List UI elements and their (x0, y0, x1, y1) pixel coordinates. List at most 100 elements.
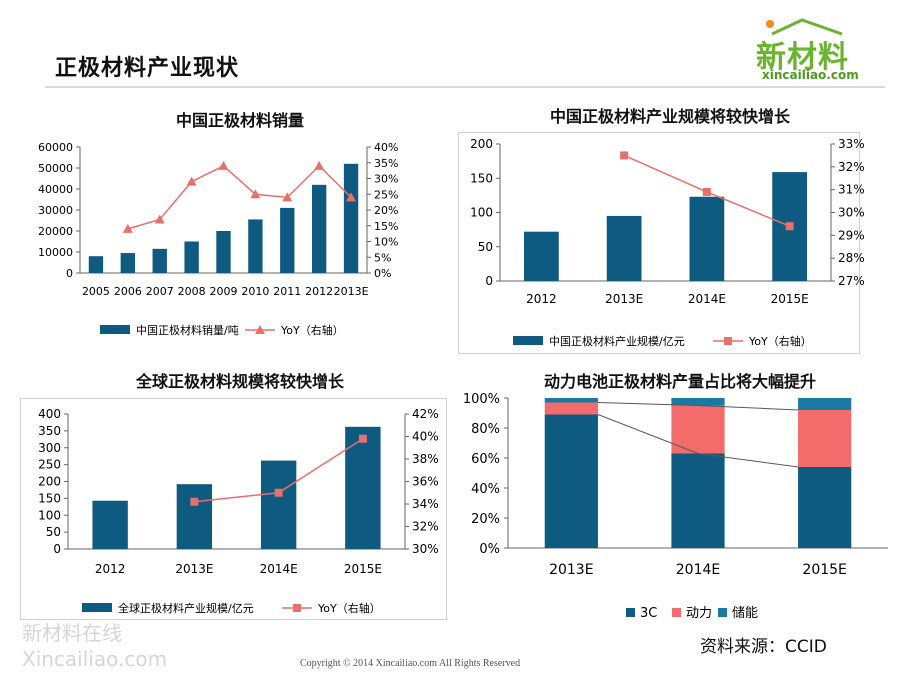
chart-power-battery-share: 0% 20% 40% 60% 80% 100% 2013E 2014E 2015E 3C 动力 储能 (463, 392, 888, 621)
chart1-title: 中国正极材料销量 (175, 111, 304, 130)
left-tick-label: 10000 (38, 246, 73, 259)
stack-segment-1 (671, 453, 725, 548)
left-tick-label: 40000 (38, 183, 73, 196)
x-tick-label: 2012 (95, 562, 126, 576)
watermark: 新材料在线 Xincailiao.com (22, 620, 167, 672)
legend-label-bar: 中国正极材料产业规模/亿元 (549, 334, 685, 348)
x-tick-label: 2013E (549, 562, 593, 578)
legend-swatch (626, 608, 635, 617)
bar (523, 231, 559, 281)
x-tick-label: 2015E (771, 292, 809, 306)
right-tick-label: 36% (412, 475, 439, 489)
x-tick-label: 2014E (688, 292, 726, 306)
watermark-line1: 新材料在线 (22, 621, 122, 645)
chart-global-cathode-scale: 0 50 100 150 200 250 300 350 400 30% 32% 34% 36% 38% 4… (38, 407, 439, 615)
x-tick-label: 2012 (305, 285, 333, 298)
legend-label: 动力 (686, 606, 712, 621)
yoy-point (122, 223, 133, 233)
left-tick-label: 0 (66, 267, 73, 280)
left-tick-label: 100 (38, 508, 61, 522)
x-tick-label: 2015E (802, 562, 846, 578)
right-tick-label: 31% (838, 183, 865, 197)
left-tick-label: 100% (463, 392, 500, 407)
right-tick-label: 30% (374, 173, 398, 186)
yoy-point (358, 434, 367, 443)
legend-swatch-bar (513, 336, 543, 345)
legend-marker (255, 325, 265, 334)
left-tick-label: 50 (46, 525, 61, 539)
yoy-point (250, 189, 261, 199)
bar (184, 241, 199, 273)
left-tick-label: 250 (38, 458, 61, 472)
left-tick-label: 200 (38, 475, 61, 489)
bar (92, 500, 128, 549)
right-tick-label: 25% (374, 188, 398, 201)
right-tick-label: 5% (374, 251, 391, 264)
bar (248, 219, 263, 273)
legend-swatch-bar (82, 603, 112, 612)
series-connector-line (597, 402, 799, 411)
x-tick-label: 2006 (114, 285, 142, 298)
x-tick-label: 2011 (273, 285, 301, 298)
stack-segment-1 (544, 414, 598, 548)
x-tick-label: 2014E (260, 562, 298, 576)
legend-marker (293, 604, 301, 612)
right-tick-label: 0% (374, 267, 391, 280)
chart3-frame (20, 398, 447, 620)
x-tick-label: 2013E (175, 562, 213, 576)
stack-segment-3 (671, 398, 725, 406)
legend-label-line: YoY（右轴） (748, 334, 812, 348)
yoy-point (274, 488, 283, 497)
stack-segment-2 (671, 405, 725, 454)
copyright: Copyright © 2014 Xincailiao.com All Righ… (300, 658, 521, 669)
x-tick-label: 2005 (82, 285, 110, 298)
legend-label-bar: 中国正极材料销量/吨 (136, 323, 239, 337)
x-tick-label: 2014E (676, 562, 720, 578)
left-tick-label: 0 (485, 274, 493, 288)
chart3-title: 全球正极材料规模将较快增长 (135, 372, 344, 391)
yoy-point (282, 192, 293, 202)
left-tick-label: 0% (479, 542, 500, 557)
left-tick-label: 200 (470, 137, 493, 151)
left-tick-label: 20% (471, 512, 500, 527)
watermark-line2: Xincailiao.com (22, 647, 168, 671)
bar (343, 163, 359, 273)
chart-china-cathode-scale: 0 50 100 150 200 27% 28% 29% 30% 31% 32% 33% 2012 201… (470, 137, 865, 348)
stack-segment-3 (544, 398, 598, 403)
x-tick-label: 2009 (210, 285, 238, 298)
left-tick-label: 150 (470, 171, 493, 185)
left-tick-label: 400 (38, 407, 61, 421)
right-tick-label: 40% (374, 141, 398, 154)
yoy-point (346, 192, 357, 202)
right-tick-label: 33% (838, 137, 865, 151)
left-tick-label: 350 (38, 424, 61, 438)
legend-label: 储能 (732, 606, 758, 621)
bar (311, 184, 327, 273)
x-tick-label: 2013E (605, 292, 643, 306)
left-tick-label: 100 (470, 206, 493, 220)
source-note: 资料来源：CCID (700, 637, 827, 657)
right-tick-label: 34% (412, 497, 439, 511)
x-tick-label: 2013E (334, 285, 369, 298)
legend-marker (724, 337, 732, 345)
yoy-point (314, 160, 325, 170)
bar (689, 196, 725, 281)
bar (216, 231, 231, 273)
yoy-point (620, 151, 629, 160)
chart2-frame (458, 132, 860, 354)
yoy-point (702, 187, 711, 196)
series-connector-line (597, 414, 799, 468)
left-tick-label: 20000 (38, 225, 73, 238)
left-tick-label: 30000 (38, 204, 73, 217)
chart-china-cathode-sales: 0 10000 20000 30000 40000 50000 60000 0% 5% 10% 15… (38, 141, 398, 337)
x-tick-label: 2008 (178, 285, 206, 298)
bar (345, 426, 381, 549)
legend-swatch (718, 608, 727, 617)
legend-label: 3C (640, 606, 657, 621)
right-tick-label: 27% (838, 274, 865, 288)
right-tick-label: 30% (412, 542, 439, 556)
x-tick-label: 2007 (146, 285, 174, 298)
right-tick-label: 35% (374, 157, 398, 170)
bar (176, 484, 213, 549)
logo-url: xincailiao.com (762, 68, 859, 82)
